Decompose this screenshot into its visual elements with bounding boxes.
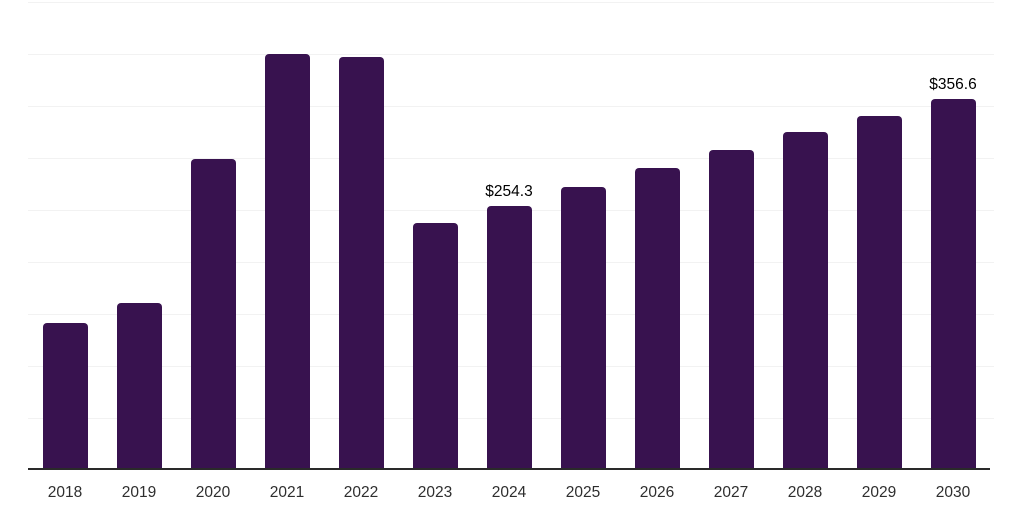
bar-value-label-2030: $356.6 bbox=[929, 76, 977, 93]
x-tick-label-2028: 2028 bbox=[787, 484, 823, 501]
gridline-350 bbox=[28, 106, 994, 107]
bar-2030 bbox=[931, 99, 976, 470]
bar-2018 bbox=[43, 323, 88, 470]
x-tick-label-2030: 2030 bbox=[935, 484, 971, 501]
x-tick-label-2024: 2024 bbox=[491, 484, 527, 501]
x-axis-line bbox=[28, 468, 990, 470]
bar-2024 bbox=[487, 206, 532, 470]
bar-2023 bbox=[413, 223, 458, 470]
bar-2026 bbox=[635, 168, 680, 470]
x-tick-label-2019: 2019 bbox=[121, 484, 157, 501]
bar-value-label-2024: $254.3 bbox=[485, 183, 533, 200]
x-tick-label-2029: 2029 bbox=[861, 484, 897, 501]
bar-2029 bbox=[857, 116, 902, 470]
x-tick-label-2026: 2026 bbox=[639, 484, 675, 501]
x-tick-label-2025: 2025 bbox=[565, 484, 601, 501]
bar-2020 bbox=[191, 159, 236, 470]
bar-2027 bbox=[709, 150, 754, 470]
x-tick-label-2023: 2023 bbox=[417, 484, 453, 501]
bar-2022 bbox=[339, 57, 384, 470]
x-tick-label-2027: 2027 bbox=[713, 484, 749, 501]
bar-2019 bbox=[117, 303, 162, 470]
bar-2021 bbox=[265, 54, 310, 470]
x-tick-label-2022: 2022 bbox=[343, 484, 379, 501]
bar-2028 bbox=[783, 132, 828, 470]
gridline-400 bbox=[28, 54, 994, 55]
gridline-300 bbox=[28, 158, 994, 159]
x-tick-label-2020: 2020 bbox=[195, 484, 231, 501]
bar-2025 bbox=[561, 187, 606, 470]
gridline-450 bbox=[28, 2, 994, 3]
x-tick-label-2018: 2018 bbox=[47, 484, 83, 501]
x-tick-label-2021: 2021 bbox=[269, 484, 305, 501]
